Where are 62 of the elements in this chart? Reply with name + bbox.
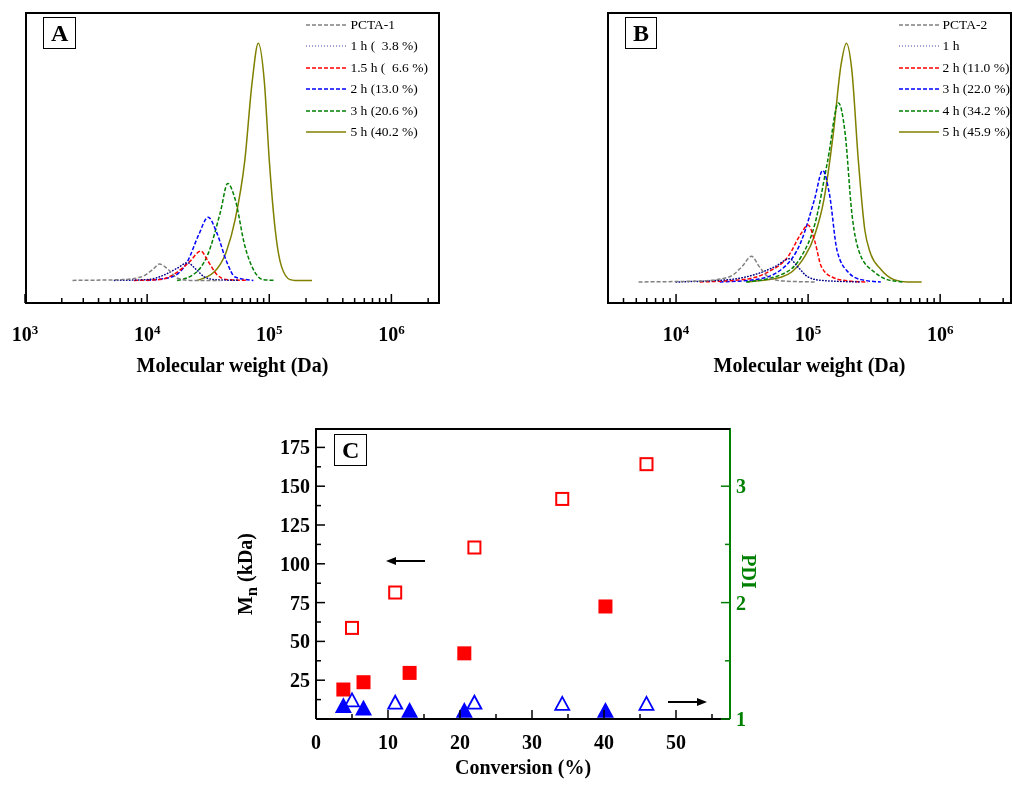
point — [597, 702, 614, 718]
point — [457, 646, 472, 661]
chart-title: B — [625, 17, 658, 49]
x-tick-label: 10$^{6}$ — [378, 321, 406, 345]
point — [638, 695, 655, 711]
point — [344, 692, 360, 708]
point — [639, 457, 654, 472]
legend-label: 3 h (20.6 %) — [350, 102, 418, 119]
point — [466, 694, 483, 710]
x-tick-label: 0 — [311, 731, 321, 753]
x-tick-label: 10$^{4}$ — [133, 321, 161, 345]
legend-label: 2 h (13.0 %) — [350, 81, 418, 98]
y-tick-label: 75 — [290, 591, 310, 614]
y-tick-label: 175 — [280, 436, 310, 459]
x-axis-title: Conversion (%) — [453, 756, 593, 779]
y-tick-label: 100 — [280, 552, 310, 575]
legend-label: PCTA-1 — [350, 16, 396, 33]
point — [401, 702, 418, 718]
legend-label: 1 h — [942, 38, 960, 55]
legend-label: 4 h (34.2 %) — [942, 102, 1010, 119]
legend-label: 5 h (40.2 %) — [350, 124, 418, 141]
point — [467, 540, 482, 555]
legend-label: 2 h (11.0 %) — [942, 59, 1010, 76]
x-tick-label: 50 — [666, 731, 686, 753]
y2-tick-label: 3 — [736, 475, 746, 498]
x-tick-label: 20 — [450, 731, 470, 753]
point — [402, 665, 417, 680]
y-tick-label: 125 — [280, 514, 310, 536]
y2-axis-title: PDI — [737, 553, 760, 589]
legend-label: PCTA-2 — [942, 16, 988, 33]
point — [345, 620, 359, 635]
y2-tick-label: 1 — [736, 708, 746, 730]
x-tick-label: 10$^{5}$ — [256, 321, 284, 345]
point — [554, 695, 571, 711]
point — [336, 682, 351, 697]
x-axis-title: Molecular weight (Da) — [712, 354, 907, 377]
x-tick-label: 30 — [522, 731, 542, 753]
chart-title: A — [43, 17, 77, 49]
point — [335, 698, 352, 714]
point — [598, 599, 613, 614]
point — [356, 675, 371, 690]
legend-label: 3 h (22.0 %) — [942, 81, 1010, 98]
point — [387, 694, 404, 710]
x-tick-label: 40 — [594, 731, 614, 753]
x-tick-label: 10$^{5}$ — [794, 321, 822, 345]
point — [456, 702, 473, 718]
x-tick-label: 10$^{3}$ — [11, 321, 39, 345]
point — [555, 491, 570, 506]
x-tick-label: 10 — [378, 731, 398, 753]
x-tick-label: 10$^{4}$ — [662, 321, 690, 345]
y-tick-label: 50 — [290, 630, 310, 653]
y-tick-label: 25 — [290, 669, 310, 692]
y-tick-label: 150 — [280, 475, 310, 498]
chart-title: C — [334, 434, 368, 466]
legend-label: 1 h ( 3.8 %) — [350, 38, 418, 55]
y2-tick-label: 2 — [736, 591, 746, 614]
point — [355, 700, 372, 716]
legend-label: 5 h (45.9 %) — [942, 124, 1010, 141]
legend-label: 1.5 h ( 6.6 %) — [350, 59, 428, 76]
point — [388, 585, 403, 600]
x-tick-label: 10$^{6}$ — [926, 321, 954, 345]
x-axis-title: Molecular weight (Da) — [135, 354, 330, 377]
